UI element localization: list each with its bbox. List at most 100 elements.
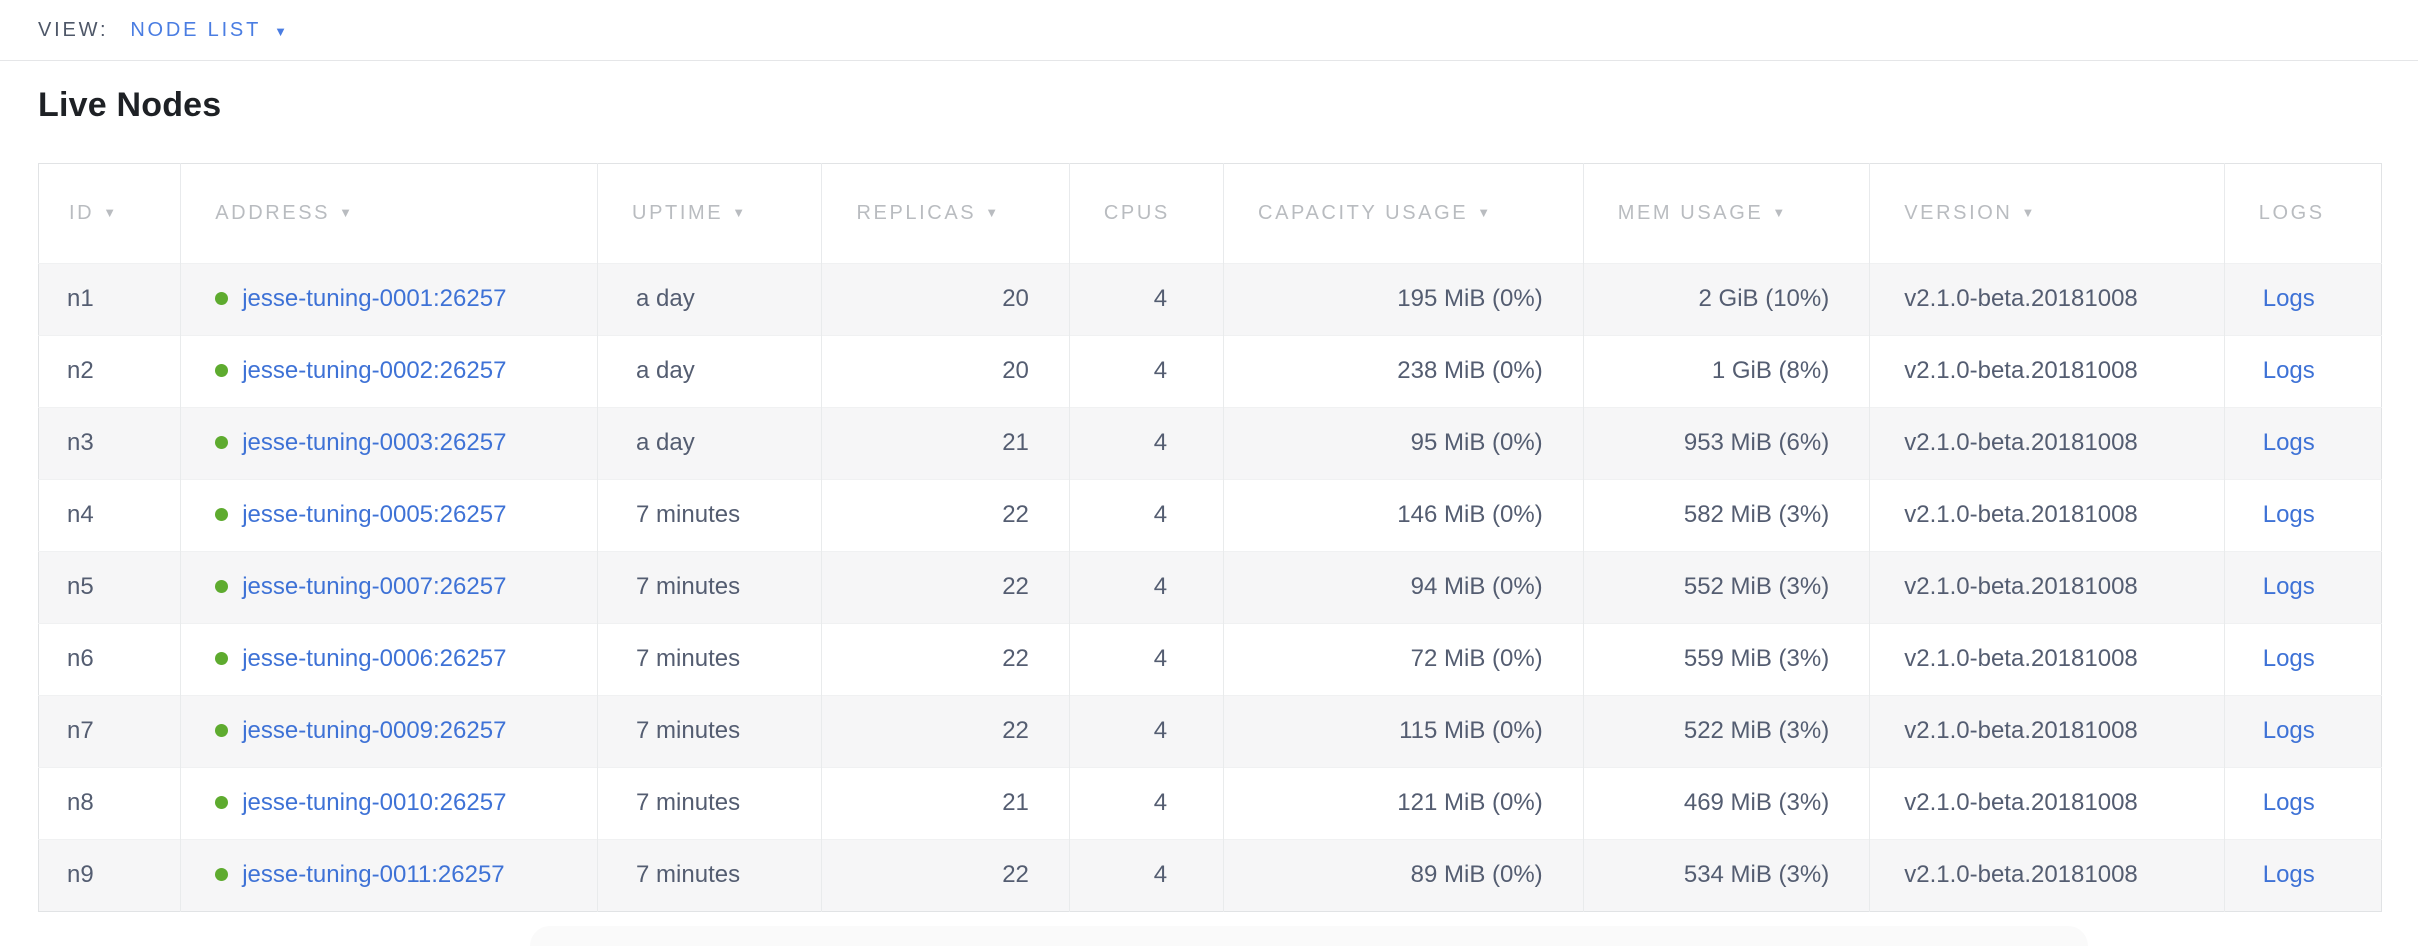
node-capacity-usage-cell: 238 MiB (0%) — [1223, 334, 1584, 408]
table-body: n1 jesse-tuning-0001:26257 a day 20 4 19… — [38, 262, 2382, 912]
table-row: n4 jesse-tuning-0005:26257 7 minutes 22 … — [38, 478, 2382, 552]
column-header-capacity-usage[interactable]: CAPACITY USAGE ▼ — [1223, 163, 1584, 264]
table-row: n7 jesse-tuning-0009:26257 7 minutes 22 … — [38, 694, 2382, 768]
node-id-cell: n4 — [38, 478, 181, 552]
node-address-link[interactable]: jesse-tuning-0001:26257 — [242, 285, 507, 313]
node-mem-usage-cell: 522 MiB (3%) — [1582, 694, 1870, 768]
node-mem-usage-cell: 953 MiB (6%) — [1582, 406, 1870, 480]
node-address-link[interactable]: jesse-tuning-0007:26257 — [242, 573, 507, 601]
live-status-dot-icon — [215, 436, 229, 450]
page-title: Live Nodes — [38, 86, 222, 124]
node-logs-link[interactable]: Logs — [2262, 357, 2315, 385]
node-uptime-cell: a day — [597, 262, 822, 336]
node-replicas-cell: 22 — [821, 838, 1070, 912]
node-address-link[interactable]: jesse-tuning-0011:26257 — [242, 861, 505, 889]
node-address-cell: jesse-tuning-0002:26257 — [180, 334, 598, 408]
node-id-cell: n3 — [38, 406, 181, 480]
node-version-cell: v2.1.0-beta.20181008 — [1869, 550, 2225, 624]
node-logs-cell: Logs — [2223, 550, 2382, 624]
node-address-link[interactable]: jesse-tuning-0010:26257 — [242, 789, 507, 817]
live-nodes-table: ID ▼ ADDRESS ▼ UPTIME ▼ REPLICAS ▼ CPUS CAPA… — [38, 162, 2382, 912]
node-logs-link[interactable]: Logs — [2262, 789, 2315, 817]
chevron-down-icon: ▼ — [274, 23, 290, 39]
node-version-cell: v2.1.0-beta.20181008 — [1869, 406, 2225, 480]
sort-desc-icon: ▼ — [1477, 204, 1493, 220]
view-label: VIEW: — [38, 18, 109, 41]
node-address-link[interactable]: jesse-tuning-0009:26257 — [242, 717, 507, 745]
node-address-cell: jesse-tuning-0007:26257 — [180, 550, 598, 624]
node-replicas-cell: 20 — [821, 334, 1070, 408]
node-mem-usage-cell: 469 MiB (3%) — [1582, 766, 1870, 840]
table-row: n6 jesse-tuning-0006:26257 7 minutes 22 … — [38, 622, 2382, 696]
node-replicas-cell: 21 — [821, 406, 1070, 480]
node-capacity-usage-cell: 94 MiB (0%) — [1223, 550, 1584, 624]
column-header-version[interactable]: VERSION ▼ — [1869, 163, 2225, 264]
node-logs-cell: Logs — [2223, 262, 2382, 336]
node-mem-usage-cell: 582 MiB (3%) — [1582, 478, 1870, 552]
node-cpus-cell: 4 — [1068, 622, 1224, 696]
column-header-cpus: CPUS — [1068, 163, 1224, 264]
node-capacity-usage-cell: 89 MiB (0%) — [1223, 838, 1584, 912]
node-logs-link[interactable]: Logs — [2262, 285, 2315, 313]
node-address-link[interactable]: jesse-tuning-0003:26257 — [242, 429, 507, 457]
node-logs-link[interactable]: Logs — [2262, 645, 2315, 673]
node-logs-cell: Logs — [2223, 334, 2382, 408]
column-header-uptime[interactable]: UPTIME ▼ — [597, 163, 822, 264]
column-header-address[interactable]: ADDRESS ▼ — [180, 163, 598, 264]
node-address-link[interactable]: jesse-tuning-0002:26257 — [242, 357, 507, 385]
sort-desc-icon: ▼ — [103, 204, 119, 220]
node-address-link[interactable]: jesse-tuning-0005:26257 — [242, 501, 507, 529]
column-header-logs: LOGS — [2223, 163, 2382, 264]
node-address-cell: jesse-tuning-0003:26257 — [180, 406, 598, 480]
node-logs-cell: Logs — [2223, 838, 2382, 912]
node-mem-usage-cell: 552 MiB (3%) — [1582, 550, 1870, 624]
column-header-id[interactable]: ID ▼ — [38, 163, 181, 264]
node-id-cell: n9 — [38, 838, 181, 912]
sort-desc-icon: ▼ — [732, 204, 748, 220]
column-header-mem-usage[interactable]: MEM USAGE ▼ — [1582, 163, 1870, 264]
node-version-cell: v2.1.0-beta.20181008 — [1869, 694, 2225, 768]
node-address-link[interactable]: jesse-tuning-0006:26257 — [242, 645, 507, 673]
node-id-cell: n2 — [38, 334, 181, 408]
node-uptime-cell: 7 minutes — [597, 550, 822, 624]
live-status-dot-icon — [215, 652, 229, 666]
node-id-cell: n7 — [38, 694, 181, 768]
column-header-label: ADDRESS — [215, 201, 331, 224]
node-address-cell: jesse-tuning-0009:26257 — [180, 694, 598, 768]
sort-desc-icon: ▼ — [985, 204, 1001, 220]
live-status-dot-icon — [215, 508, 229, 522]
node-logs-cell: Logs — [2223, 766, 2382, 840]
node-id-cell: n1 — [38, 262, 181, 336]
node-capacity-usage-cell: 195 MiB (0%) — [1223, 262, 1584, 336]
node-mem-usage-cell: 2 GiB (10%) — [1582, 262, 1870, 336]
node-version-cell: v2.1.0-beta.20181008 — [1869, 262, 2225, 336]
node-logs-link[interactable]: Logs — [2262, 717, 2315, 745]
column-header-label: UPTIME — [632, 201, 724, 224]
column-header-label: MEM USAGE — [1617, 201, 1764, 224]
node-uptime-cell: 7 minutes — [597, 838, 822, 912]
node-cpus-cell: 4 — [1068, 406, 1224, 480]
node-logs-link[interactable]: Logs — [2262, 429, 2315, 457]
node-logs-link[interactable]: Logs — [2262, 573, 2315, 601]
live-status-dot-icon — [215, 364, 229, 378]
live-status-dot-icon — [215, 580, 229, 594]
node-uptime-cell: 7 minutes — [597, 766, 822, 840]
node-cpus-cell: 4 — [1068, 478, 1224, 552]
node-replicas-cell: 22 — [821, 622, 1070, 696]
node-replicas-cell: 22 — [821, 478, 1070, 552]
table-row: n5 jesse-tuning-0007:26257 7 minutes 22 … — [38, 550, 2382, 624]
sort-desc-icon: ▼ — [1772, 204, 1788, 220]
node-logs-link[interactable]: Logs — [2262, 501, 2315, 529]
node-cpus-cell: 4 — [1068, 694, 1224, 768]
node-logs-link[interactable]: Logs — [2262, 861, 2315, 889]
column-header-replicas[interactable]: REPLICAS ▼ — [821, 163, 1070, 264]
node-version-cell: v2.1.0-beta.20181008 — [1869, 622, 2225, 696]
node-uptime-cell: 7 minutes — [597, 622, 822, 696]
view-selector-dropdown[interactable]: NODE LIST ▼ — [130, 19, 289, 42]
table-row: n2 jesse-tuning-0002:26257 a day 20 4 23… — [38, 334, 2382, 408]
node-address-cell: jesse-tuning-0005:26257 — [180, 478, 598, 552]
node-address-cell: jesse-tuning-0010:26257 — [180, 766, 598, 840]
column-header-label: CPUS — [1103, 201, 1170, 224]
node-capacity-usage-cell: 121 MiB (0%) — [1223, 766, 1584, 840]
node-replicas-cell: 22 — [821, 694, 1070, 768]
